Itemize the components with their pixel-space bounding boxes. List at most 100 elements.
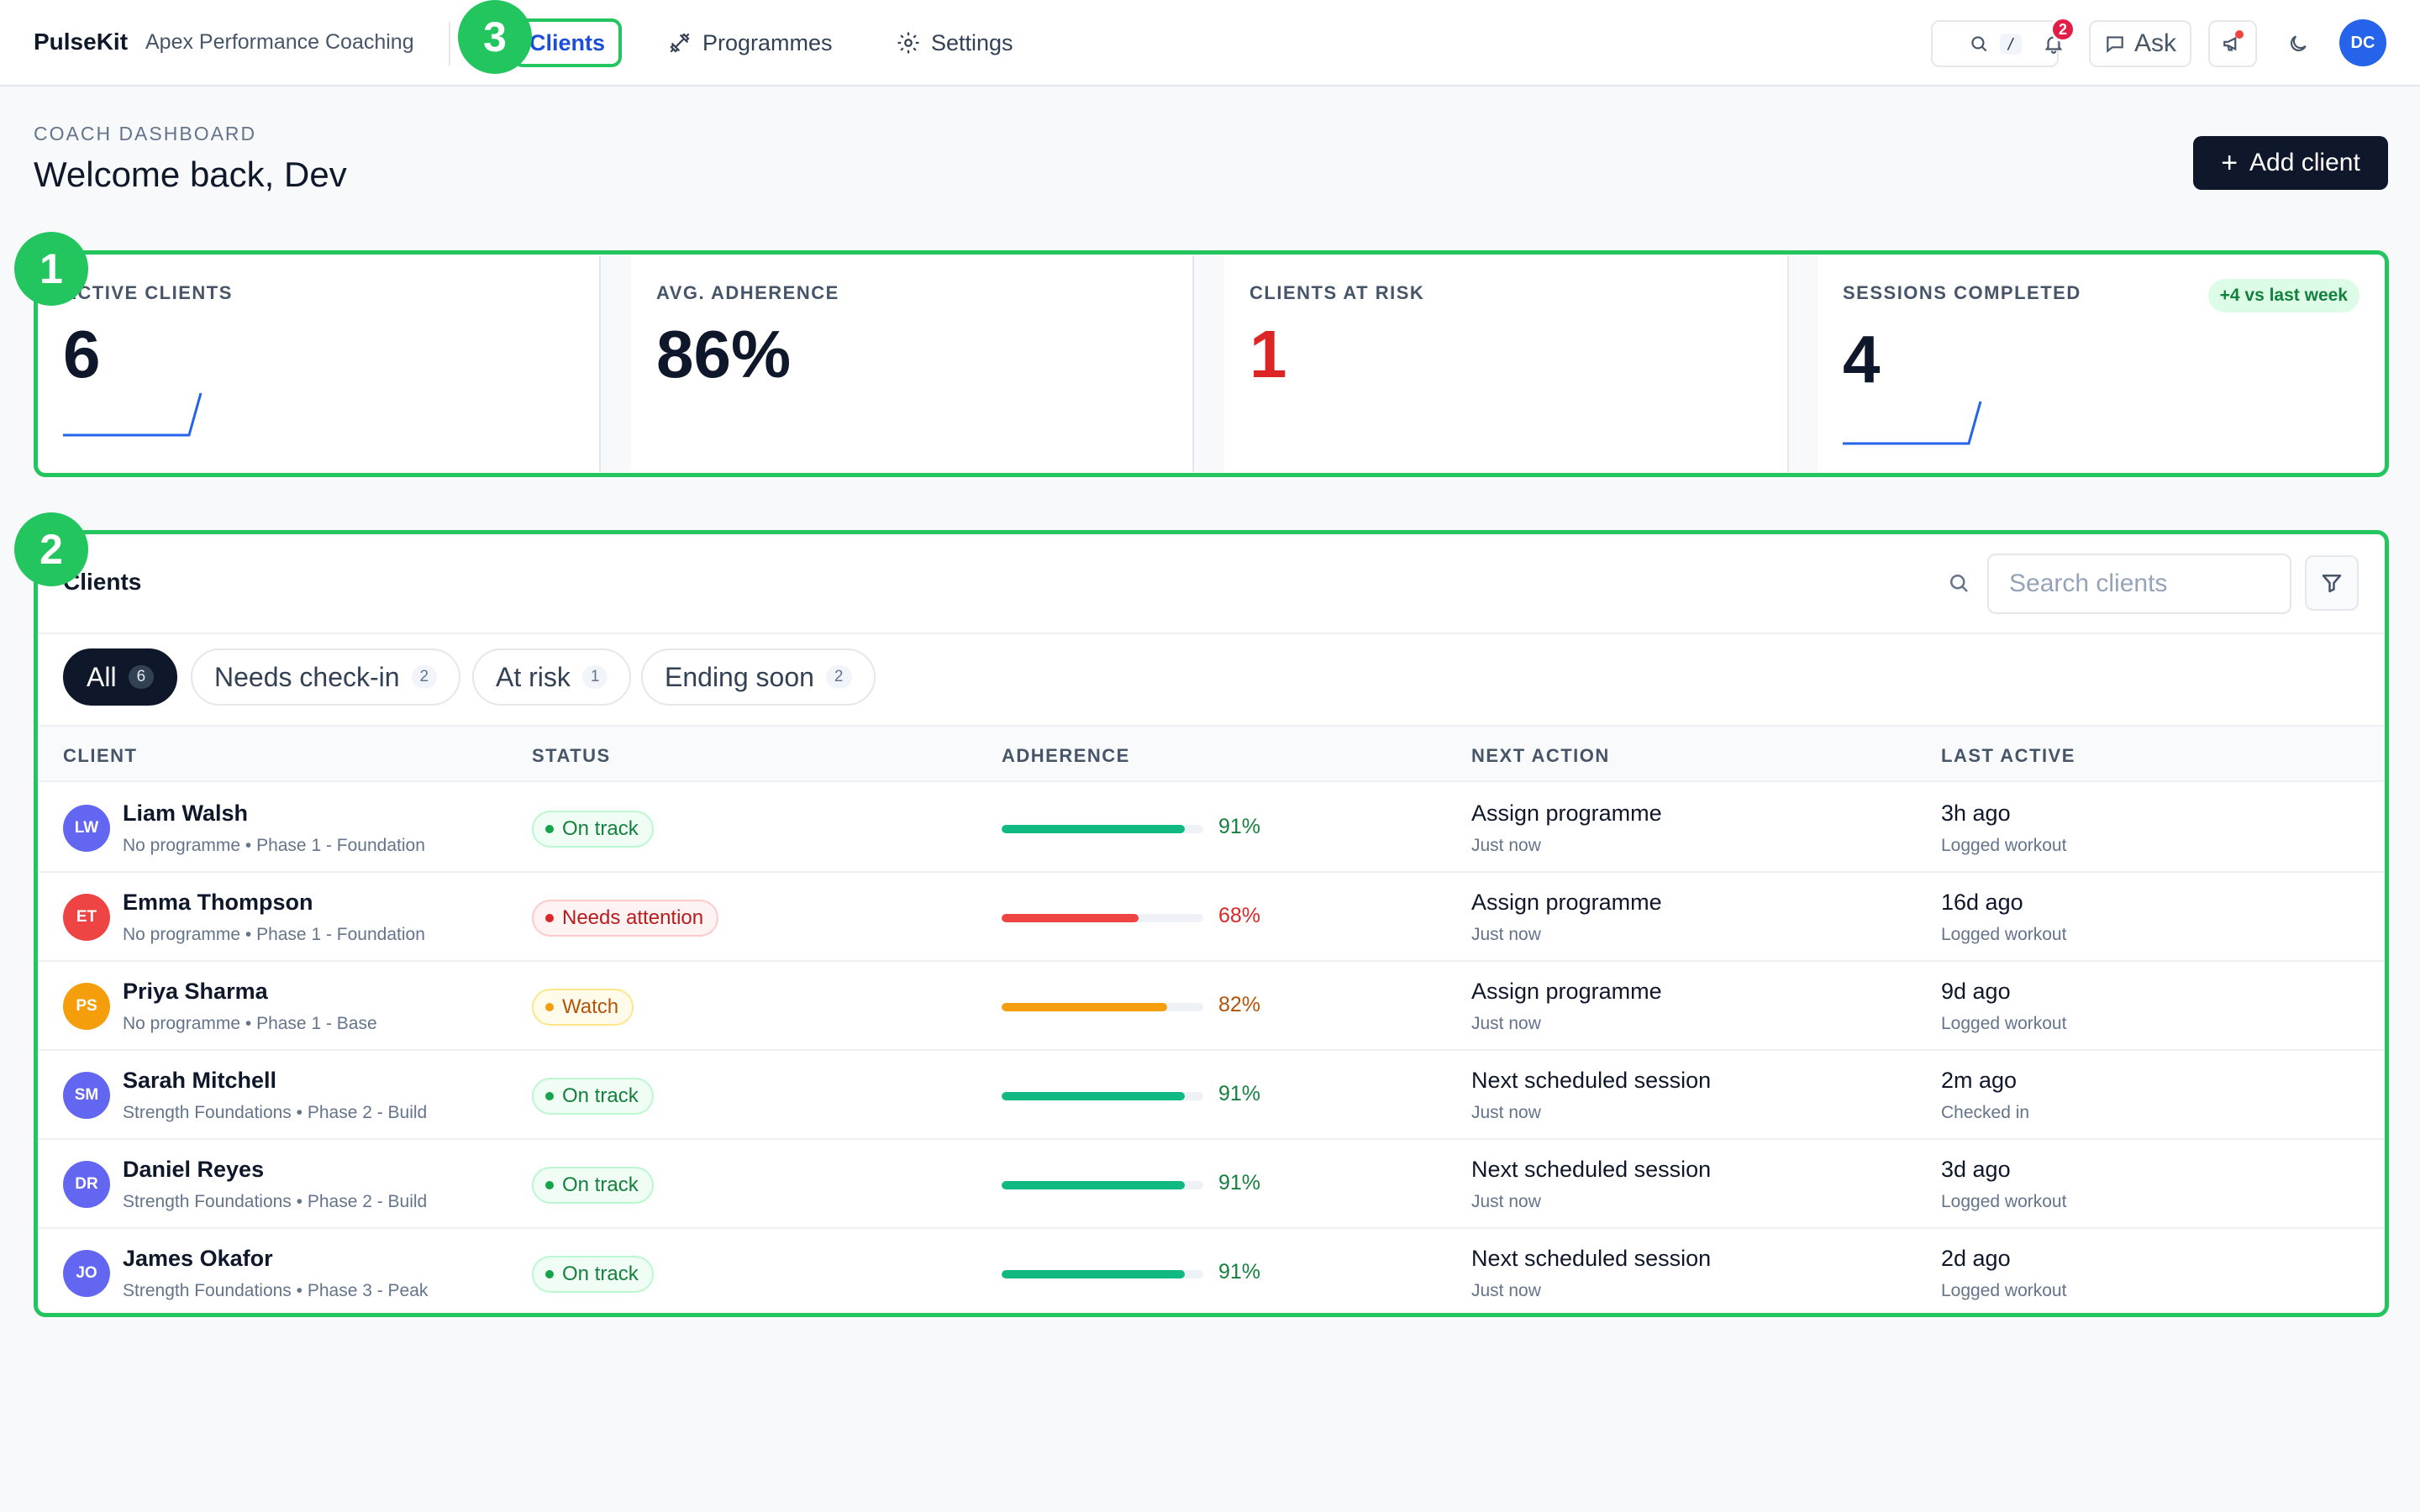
table-row[interactable]: JO James Okafor Strength Foundations • Pha… — [38, 1229, 2385, 1312]
theme-toggle-button[interactable] — [2274, 20, 2323, 67]
adherence-percent: 91% — [1218, 1082, 1261, 1105]
adherence-bar-fill — [1002, 1092, 1186, 1100]
global-search-button[interactable]: / — [1931, 20, 2059, 67]
unread-dot — [2235, 30, 2244, 39]
stat-value: 1 — [1249, 317, 1287, 391]
highlight-box-clients — [34, 530, 2389, 1317]
nav-item-label: Clients — [529, 29, 606, 55]
column-header-status[interactable]: STATUS — [532, 745, 611, 766]
add-client-button[interactable]: + Add client — [2193, 136, 2388, 190]
next-action[interactable]: Next scheduled session — [1471, 1157, 1712, 1182]
sparkline-chart — [1843, 401, 1982, 445]
status-badge: On track — [532, 1256, 654, 1293]
status-dot — [545, 1181, 554, 1189]
next-action[interactable]: Assign programme — [1471, 801, 1662, 826]
user-avatar[interactable]: DC — [2339, 19, 2386, 66]
filter-chip-all[interactable]: All 6 — [63, 648, 178, 706]
client-name[interactable]: James Okafor — [123, 1246, 273, 1271]
last-active-detail: Checked in — [1941, 1103, 2030, 1122]
add-client-label: Add client — [2249, 149, 2360, 176]
dumbbell-icon — [670, 33, 690, 53]
next-action-time: Just now — [1471, 1014, 1541, 1033]
next-action[interactable]: Next scheduled session — [1471, 1246, 1712, 1271]
next-action-time: Just now — [1471, 836, 1541, 855]
card-gap — [601, 255, 631, 472]
status-badge: On track — [532, 1167, 654, 1204]
column-header-last-active[interactable]: LAST ACTIVE — [1941, 745, 2075, 766]
page-title: Welcome back, Dev — [34, 155, 347, 194]
stat-label: CLIENTS AT RISK — [1249, 282, 1425, 303]
announcements-button[interactable] — [2208, 20, 2257, 67]
client-programme: No programme • Phase 1 - Foundation — [123, 925, 425, 944]
adherence-bar-fill — [1002, 1270, 1186, 1278]
nav-item-programmes[interactable]: Programmes — [655, 18, 844, 67]
status-label: On track — [562, 1263, 639, 1285]
adherence-percent: 91% — [1218, 1260, 1261, 1284]
stat-card-active-clients[interactable]: ACTIVE CLIENTS 6 — [38, 255, 601, 472]
search-clients-input[interactable] — [1987, 554, 2291, 614]
client-avatar: LW — [63, 805, 110, 852]
nav-item-settings[interactable]: Settings — [884, 18, 1025, 67]
stat-value: 4 — [1843, 322, 1881, 396]
stat-card-sessions-completed[interactable]: SESSIONS COMPLETED +4 vs last week 4 — [1818, 255, 2385, 472]
table-row[interactable]: PS Priya Sharma No programme • Phase 1 - B… — [38, 962, 2385, 1051]
status-badge: Needs attention — [532, 900, 719, 937]
panel-divider — [38, 633, 2385, 634]
adherence-bar — [1002, 1092, 1203, 1100]
table-row[interactable]: ET Emma Thompson No programme • Phase 1 - … — [38, 873, 2385, 962]
brand-name[interactable]: PulseKit — [34, 29, 129, 55]
status-badge: On track — [532, 1078, 654, 1115]
client-name[interactable]: Emma Thompson — [123, 890, 313, 915]
client-programme: No programme • Phase 1 - Base — [123, 1014, 377, 1033]
stat-label: SESSIONS COMPLETED — [1843, 282, 2081, 303]
stat-value: 86% — [656, 317, 792, 391]
megaphone-icon — [2223, 36, 2237, 51]
column-header-adherence[interactable]: ADHERENCE — [1002, 745, 1130, 766]
ask-button[interactable]: Ask — [2089, 20, 2191, 67]
table-row[interactable]: DR Daniel Reyes Strength Foundations • Pha… — [38, 1140, 2385, 1229]
client-name[interactable]: Daniel Reyes — [123, 1157, 265, 1182]
stat-card-clients-at-risk[interactable]: CLIENTS AT RISK 1 — [1224, 255, 1789, 472]
chip-label: At risk — [496, 661, 571, 692]
adherence-percent: 68% — [1218, 904, 1261, 927]
client-avatar: DR — [63, 1161, 110, 1208]
trend-badge: +4 vs last week — [2207, 279, 2360, 312]
adherence-percent: 91% — [1218, 815, 1261, 838]
adherence-bar-fill — [1002, 825, 1186, 833]
filter-button[interactable] — [2305, 555, 2359, 611]
status-dot — [545, 1092, 554, 1100]
table-row[interactable]: LW Liam Walsh No programme • Phase 1 - Fou… — [38, 784, 2385, 873]
next-action[interactable]: Assign programme — [1471, 979, 1662, 1004]
next-action[interactable]: Assign programme — [1471, 890, 1662, 915]
chip-label: Needs check-in — [214, 661, 400, 692]
chip-count: 6 — [128, 665, 155, 689]
column-header-client[interactable]: CLIENT — [63, 745, 138, 766]
notifications-button[interactable]: 2 — [2030, 17, 2077, 67]
filter-chip-ending-soon[interactable]: Ending soon 2 — [641, 648, 876, 706]
annotation-marker-1: 1 — [14, 232, 88, 306]
organization-name: Apex Performance Coaching — [145, 30, 414, 54]
table-row[interactable]: SM Sarah Mitchell Strength Foundations • P… — [38, 1051, 2385, 1140]
next-action-time: Just now — [1471, 925, 1541, 944]
status-label: On track — [562, 817, 639, 840]
filter-chip-needs-check-in[interactable]: Needs check-in 2 — [191, 648, 461, 706]
client-name[interactable]: Priya Sharma — [123, 979, 268, 1004]
client-avatar: JO — [63, 1250, 110, 1297]
next-action[interactable]: Next scheduled session — [1471, 1068, 1712, 1093]
adherence-bar-fill — [1002, 1181, 1186, 1189]
adherence-bar — [1002, 1270, 1203, 1278]
stat-card-avg-adherence[interactable]: AVG. ADHERENCE 86% — [631, 255, 1194, 472]
stat-value: 6 — [63, 317, 101, 391]
chip-label: All — [87, 661, 117, 692]
status-badge: Watch — [532, 989, 634, 1026]
stat-label: AVG. ADHERENCE — [656, 282, 839, 303]
search-icon — [1950, 575, 1968, 592]
next-action-time: Just now — [1471, 1192, 1541, 1211]
column-header-next-action[interactable]: NEXT ACTION — [1471, 745, 1610, 766]
last-active: 3d ago — [1941, 1157, 2011, 1182]
status-label: Watch — [562, 995, 619, 1018]
client-name[interactable]: Sarah Mitchell — [123, 1068, 277, 1093]
filter-chip-at-risk[interactable]: At risk 1 — [472, 648, 632, 706]
client-name[interactable]: Liam Walsh — [123, 801, 249, 826]
client-programme: Strength Foundations • Phase 3 - Peak — [123, 1281, 429, 1300]
